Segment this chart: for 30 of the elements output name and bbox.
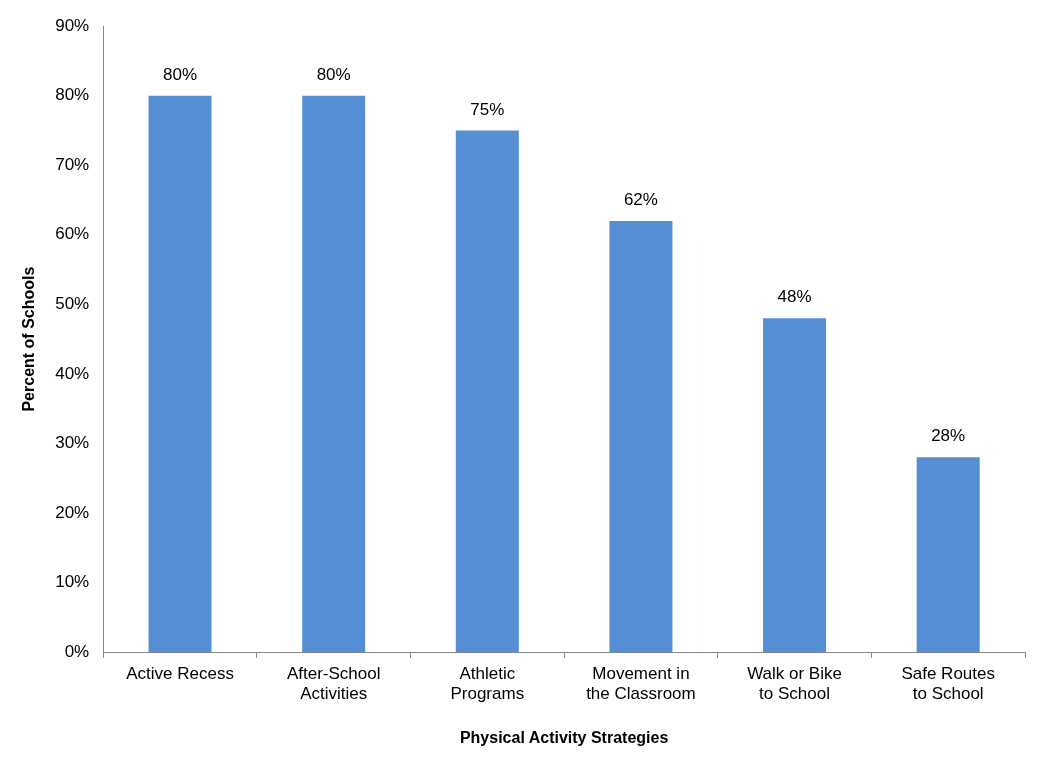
y-tick-label: 30%	[55, 433, 90, 453]
x-tick-label: After-School Activities	[286, 663, 381, 704]
y-tick-label: 90%	[55, 15, 90, 35]
y-tick-label: 10%	[55, 572, 90, 592]
data-label: 80%	[316, 64, 351, 84]
y-tick-label: 80%	[55, 85, 90, 105]
bar	[302, 95, 366, 652]
x-tick-label: Athletic Programs	[450, 663, 525, 704]
y-tick-label: 40%	[55, 363, 90, 383]
x-tick-label: Active Recess	[126, 663, 234, 683]
data-label: 28%	[931, 426, 966, 446]
y-axis-title: Percent of Schools	[20, 266, 38, 412]
x-tick-label: Safe Routes to School	[901, 663, 995, 704]
data-label: 62%	[623, 190, 658, 210]
y-tick-label: 70%	[55, 154, 90, 174]
y-tick-label: 60%	[55, 224, 90, 244]
data-label: 48%	[777, 287, 812, 307]
y-tick-label: 0%	[64, 641, 90, 661]
bar	[916, 457, 980, 652]
data-label: 75%	[470, 99, 505, 119]
bar	[763, 318, 827, 652]
x-tick-label: Movement in the Classroom	[586, 663, 696, 704]
bar	[148, 95, 212, 652]
data-label: 80%	[163, 64, 198, 84]
y-tick-label: 50%	[55, 294, 90, 314]
bar	[609, 220, 673, 652]
x-axis-title: Physical Activity Strategies	[459, 728, 669, 746]
y-tick-label: 20%	[55, 502, 90, 522]
bar	[455, 130, 519, 652]
x-tick-label: Walk or Bike to School	[747, 663, 842, 704]
